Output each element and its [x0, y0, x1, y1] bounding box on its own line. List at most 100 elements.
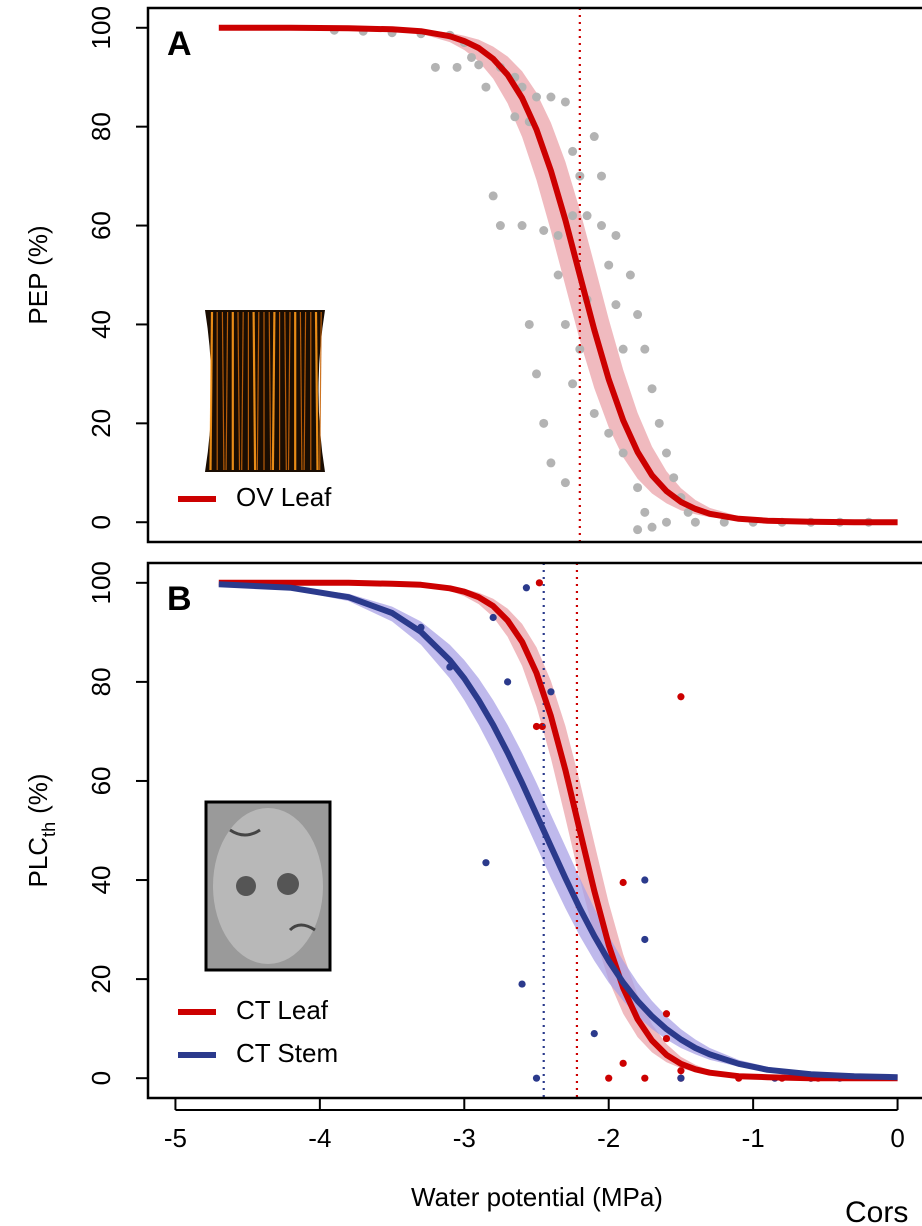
y-tick-label: 80 — [86, 112, 116, 141]
y-tick-label: 60 — [86, 211, 116, 240]
data-point — [504, 678, 512, 686]
data-point — [532, 369, 541, 379]
inset-vessel — [236, 876, 256, 896]
legend-label: CT Stem — [236, 1038, 338, 1068]
y-tick-label: 40 — [86, 866, 116, 895]
data-point — [589, 132, 599, 142]
data-point — [683, 507, 693, 517]
data-point — [575, 344, 585, 354]
inset-stripe — [241, 311, 244, 471]
data-point — [589, 408, 599, 418]
data-point — [553, 230, 563, 240]
inset-crack — [229, 828, 316, 932]
data-point — [611, 230, 621, 240]
data-point — [605, 1074, 613, 1082]
data-point — [568, 211, 578, 221]
data-point — [582, 211, 592, 221]
data-point — [654, 418, 664, 428]
data-point — [452, 62, 462, 72]
data-point — [647, 384, 657, 394]
y-axis-label: PEP (%) — [23, 225, 53, 324]
data-point — [619, 878, 627, 887]
curve — [218, 581, 898, 1081]
data-point — [662, 1010, 671, 1018]
data-point — [538, 722, 546, 731]
inset-stripe — [287, 311, 291, 471]
data-point — [633, 483, 643, 493]
data-point — [510, 112, 520, 122]
y-axis-label-part: th — [39, 822, 59, 837]
y-axis-label-part: PLC — [23, 837, 53, 888]
inset-stripe — [268, 311, 272, 471]
data-point — [590, 1030, 598, 1038]
data-point — [522, 584, 530, 592]
x-tick-label: -5 — [164, 1123, 187, 1153]
y-tick-label: 80 — [86, 667, 116, 696]
inset-stripe — [319, 311, 322, 471]
data-point — [560, 478, 570, 488]
plot-frame — [146, 561, 922, 1100]
data-point — [618, 448, 628, 458]
data-point — [640, 344, 650, 354]
y-axis-label-part: PEP (%) — [23, 225, 53, 324]
data-point — [547, 688, 555, 696]
data-point — [661, 517, 671, 527]
data-point — [481, 82, 491, 92]
panel-label: A — [167, 25, 192, 63]
inset-stripe — [271, 311, 276, 471]
data-point — [677, 1067, 685, 1075]
y-tick-label: 20 — [86, 409, 116, 438]
data-point — [560, 319, 570, 329]
data-point — [641, 1074, 649, 1082]
data-point — [524, 319, 534, 329]
inset-stripe — [284, 311, 287, 471]
y-tick-label: 100 — [86, 561, 116, 604]
inset-stripe — [303, 311, 307, 471]
data-point — [553, 270, 563, 280]
data-point — [604, 428, 614, 438]
x-axis-label: Water potential (MPa) — [411, 1182, 663, 1212]
data-point — [640, 507, 650, 517]
data-point — [532, 722, 541, 731]
data-point — [560, 97, 570, 107]
data-point — [669, 473, 679, 483]
inset-stripe — [221, 311, 225, 471]
data-point — [596, 171, 606, 181]
data-point — [539, 418, 549, 428]
inset-stripe — [225, 311, 229, 471]
curve — [218, 579, 898, 1082]
x-tick-label: -4 — [308, 1123, 331, 1153]
inset-stripe — [314, 311, 319, 471]
y-axis-label: PLCth (%) — [23, 773, 59, 887]
inset-stripe — [256, 311, 260, 471]
data-point — [662, 1034, 671, 1043]
data-point — [430, 62, 440, 72]
data-point — [677, 1074, 685, 1082]
panel-label-bg — [160, 569, 218, 629]
data-point — [568, 146, 578, 156]
confidence-band — [218, 583, 898, 1078]
data-point — [633, 310, 643, 320]
data-point — [474, 60, 484, 70]
y-tick-label: 100 — [86, 6, 116, 49]
data-point — [647, 522, 657, 532]
panel-label-bg — [160, 14, 218, 74]
y-tick-label: 40 — [86, 310, 116, 339]
x-tick-label: 0 — [890, 1123, 904, 1153]
data-point — [625, 270, 635, 280]
y-tick-label: 20 — [86, 965, 116, 994]
data-point — [539, 226, 549, 235]
data-point — [604, 260, 614, 270]
inset-vessel — [277, 873, 299, 895]
data-point — [611, 300, 621, 310]
inset-stripe — [237, 311, 241, 471]
y-axis-label-part: (%) — [23, 773, 53, 813]
data-point — [489, 613, 497, 622]
data-point — [488, 191, 498, 201]
curve — [218, 24, 898, 526]
data-point — [641, 876, 649, 884]
data-point — [532, 1074, 541, 1082]
data-point — [596, 221, 606, 231]
inset-stripe — [209, 311, 214, 471]
